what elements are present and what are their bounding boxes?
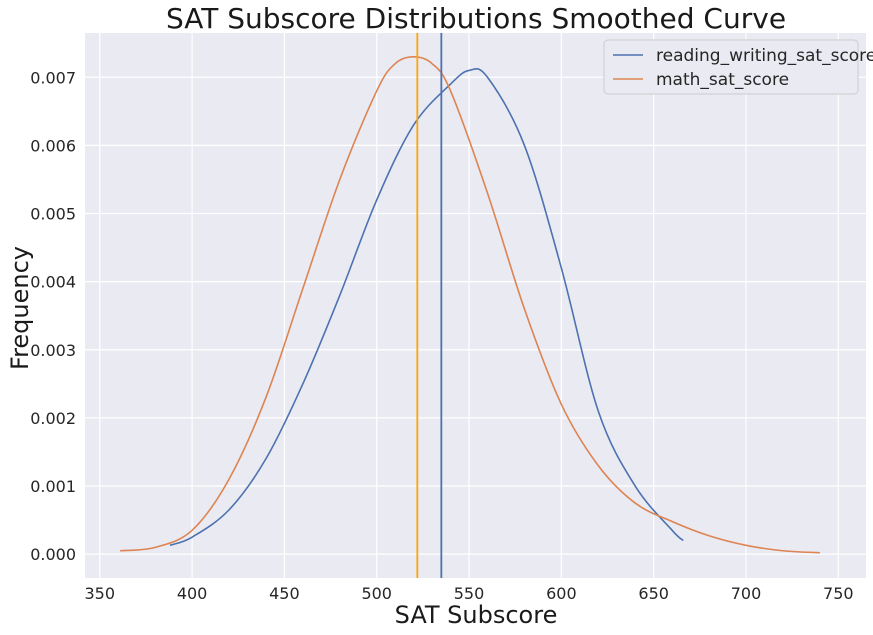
x-tick-label: 600 <box>546 584 577 603</box>
x-tick-label: 450 <box>269 584 300 603</box>
x-tick-label: 350 <box>84 584 115 603</box>
y-tick-label: 0.002 <box>30 409 76 428</box>
y-tick-label: 0.004 <box>30 273 76 292</box>
reference-lines <box>416 33 443 578</box>
legend-label-reading-writing: reading_writing_sat_score <box>656 46 873 66</box>
legend: reading_writing_sat_score math_sat_score <box>603 39 873 95</box>
legend-box <box>603 39 859 95</box>
legend-label-math: math_sat_score <box>656 70 789 90</box>
y-grid <box>85 76 866 555</box>
y-tick-labels: 0.000 0.001 0.002 0.003 0.004 0.005 0.006 0.007 <box>30 68 76 564</box>
y-tick-label: 0.006 <box>30 136 76 155</box>
series-reading-writing-line <box>169 67 684 547</box>
y-tick-label: 0.005 <box>30 205 76 224</box>
x-tick-labels: 350 400 450 500 550 600 650 700 750 <box>84 584 853 603</box>
x-tick-label: 700 <box>731 584 762 603</box>
x-axis-label: SAT Subscore <box>395 601 558 629</box>
chart-title: SAT Subscore Distributions Smoothed Curv… <box>166 2 786 35</box>
y-axis-label: Frequency <box>6 246 34 370</box>
x-tick-label: 650 <box>638 584 669 603</box>
plot-background <box>85 33 866 578</box>
x-grid <box>99 33 839 578</box>
x-tick-label: 500 <box>361 584 392 603</box>
x-tick-label: 750 <box>823 584 854 603</box>
y-tick-label: 0.000 <box>30 545 76 564</box>
y-tick-label: 0.001 <box>30 477 76 496</box>
x-tick-label: 400 <box>177 584 208 603</box>
y-tick-label: 0.007 <box>30 68 76 87</box>
x-tick-label: 550 <box>454 584 485 603</box>
y-tick-label: 0.003 <box>30 341 76 360</box>
